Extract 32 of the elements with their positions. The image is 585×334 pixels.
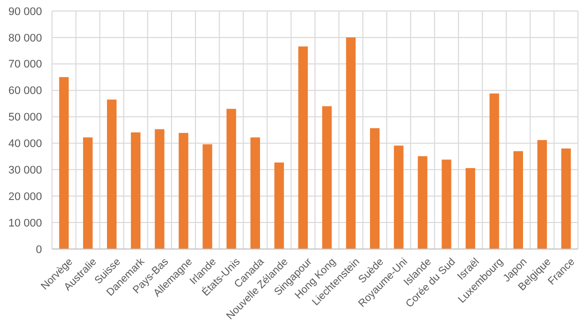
bar [83,137,93,249]
y-tick-label: 90 000 [8,6,42,18]
bar [418,156,428,249]
bar [561,148,571,249]
bar [250,137,260,249]
y-tick-label: 70 000 [8,58,42,71]
bar [59,77,69,249]
y-tick-label: 10 000 [8,217,42,230]
bar [154,129,164,249]
bar [202,144,212,249]
bar [537,140,547,249]
bar [442,160,452,249]
bar [370,128,380,249]
y-tick-label: 30 000 [8,164,42,177]
bar [346,37,356,249]
y-tick-label: 0 [36,244,42,256]
bar [513,151,524,249]
y-tick-label: 20 000 [8,190,42,203]
bar [298,46,308,249]
y-tick-label: 50 000 [8,112,42,124]
bar [274,162,284,249]
bar [226,108,236,249]
y-tick-label: 60 000 [8,85,42,98]
y-tick-label: 40 000 [8,138,42,150]
bar [106,100,117,249]
bar [466,168,476,249]
bar [178,132,188,249]
y-tick-label: 80 000 [8,32,42,44]
bar [394,146,404,249]
bar [130,132,140,249]
bar [322,106,332,249]
bar [490,94,500,249]
